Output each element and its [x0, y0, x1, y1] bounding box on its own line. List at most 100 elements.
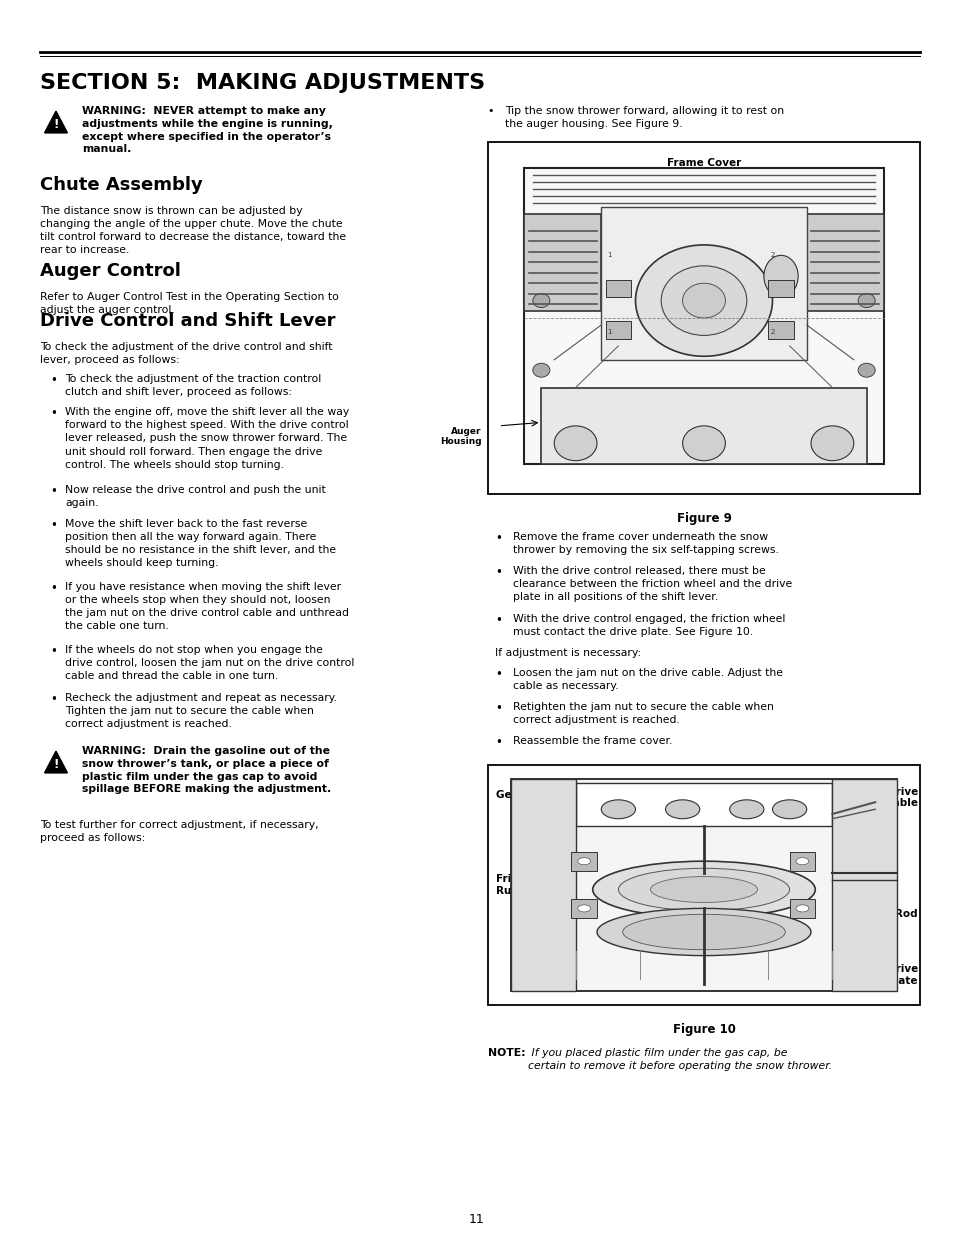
Bar — [524, 214, 600, 311]
Ellipse shape — [597, 909, 810, 956]
Bar — [806, 214, 882, 311]
Text: Pivot Rod: Pivot Rod — [861, 909, 917, 919]
Text: Frame Cover: Frame Cover — [666, 158, 740, 168]
Text: Loosen the jam nut on the drive cable. Adjust the
cable as necessary.: Loosen the jam nut on the drive cable. A… — [513, 668, 782, 692]
Circle shape — [532, 363, 549, 377]
Text: With the drive control engaged, the friction wheel
must contact the drive plate.: With the drive control engaged, the fric… — [513, 614, 784, 637]
Text: To check the adjustment of the drive control and shift
lever, proceed as follows: To check the adjustment of the drive con… — [40, 342, 333, 366]
Ellipse shape — [650, 877, 757, 903]
Text: NOTE:: NOTE: — [488, 1047, 525, 1058]
Bar — [488, 764, 919, 1005]
Bar — [605, 321, 631, 338]
Ellipse shape — [622, 914, 784, 950]
Circle shape — [554, 426, 597, 461]
Text: •: • — [50, 408, 57, 420]
Circle shape — [532, 294, 549, 308]
Text: Auger
Housing: Auger Housing — [439, 426, 481, 446]
Text: Reassemble the frame cover.: Reassemble the frame cover. — [513, 736, 672, 746]
Circle shape — [578, 857, 590, 864]
Text: WARNING:  NEVER attempt to make any
adjustments while the engine is running,
exc: WARNING: NEVER attempt to make any adjus… — [82, 106, 333, 154]
Text: •: • — [50, 485, 57, 498]
Text: •: • — [50, 374, 57, 387]
Circle shape — [635, 245, 772, 356]
Text: !: ! — [53, 758, 59, 771]
Text: Recheck the adjustment and repeat as necessary.
Tighten the jam nut to secure th: Recheck the adjustment and repeat as nec… — [65, 693, 336, 729]
Text: To test further for correct adjustment, if necessary,
proceed as follows:: To test further for correct adjustment, … — [40, 820, 318, 844]
Text: If adjustment is necessary:: If adjustment is necessary: — [495, 648, 640, 658]
Text: •: • — [495, 668, 501, 682]
Text: •: • — [495, 736, 501, 748]
Text: Chute Assembly: Chute Assembly — [40, 177, 203, 194]
Text: •: • — [495, 566, 501, 579]
Text: If you have resistance when moving the shift lever
or the wheels stop when they : If you have resistance when moving the s… — [65, 582, 349, 631]
Text: •: • — [486, 106, 493, 116]
Bar — [524, 168, 882, 464]
Text: •: • — [50, 519, 57, 531]
Bar — [832, 778, 896, 990]
Bar — [767, 279, 793, 298]
Text: Drive
Plate: Drive Plate — [886, 965, 917, 986]
Text: WARNING:  Drain the gasoline out of the
snow thrower’s tank, or place a piece of: WARNING: Drain the gasoline out of the s… — [82, 746, 331, 794]
Circle shape — [660, 266, 746, 336]
Text: 2: 2 — [769, 329, 774, 335]
Circle shape — [578, 905, 590, 911]
Text: If the wheels do not stop when you engage the
drive control, loosen the jam nut : If the wheels do not stop when you engag… — [65, 645, 354, 680]
Ellipse shape — [763, 256, 798, 298]
Bar — [540, 388, 865, 464]
Text: 1: 1 — [607, 329, 612, 335]
Text: •: • — [50, 645, 57, 657]
Text: 1: 1 — [607, 252, 612, 258]
Text: The distance snow is thrown can be adjusted by
changing the angle of the upper c: The distance snow is thrown can be adjus… — [40, 206, 346, 256]
Bar — [789, 899, 815, 918]
Text: 2: 2 — [769, 252, 774, 258]
Text: •: • — [495, 614, 501, 627]
Text: !: ! — [53, 117, 59, 131]
Text: Refer to Auger Control Test in the Operating Section to
adjust the auger control: Refer to Auger Control Test in the Opera… — [40, 291, 338, 315]
Text: Drive
Cable: Drive Cable — [884, 787, 917, 809]
Circle shape — [857, 363, 874, 377]
Circle shape — [857, 294, 874, 308]
Text: •: • — [495, 701, 501, 715]
Circle shape — [682, 426, 724, 461]
Text: Retighten the jam nut to secure the cable when
correct adjustment is reached.: Retighten the jam nut to secure the cabl… — [513, 701, 773, 725]
Bar — [488, 142, 919, 494]
Circle shape — [600, 800, 635, 819]
Text: Now release the drive control and push the unit
again.: Now release the drive control and push t… — [65, 485, 325, 509]
Text: Move the shift lever back to the fast reverse
position then all the way forward : Move the shift lever back to the fast re… — [65, 519, 335, 568]
Circle shape — [795, 857, 808, 864]
Text: With the engine off, move the shift lever all the way
forward to the highest spe: With the engine off, move the shift leve… — [65, 408, 349, 469]
Circle shape — [795, 905, 808, 911]
Bar — [571, 852, 597, 871]
Ellipse shape — [618, 868, 789, 910]
Circle shape — [665, 800, 699, 819]
Text: Drive Control and Shift Lever: Drive Control and Shift Lever — [40, 312, 335, 330]
Text: Friction Wheel
Rubber: Friction Wheel Rubber — [496, 874, 580, 895]
Bar — [575, 783, 832, 826]
Text: Figure 9: Figure 9 — [676, 513, 731, 525]
Text: •: • — [50, 693, 57, 705]
Bar — [605, 279, 631, 298]
Bar — [789, 852, 815, 871]
Text: Figure 10: Figure 10 — [672, 1023, 735, 1036]
Text: Auger Control: Auger Control — [40, 262, 181, 280]
Polygon shape — [45, 111, 68, 133]
Text: Gear Shaft: Gear Shaft — [496, 790, 558, 800]
Bar — [571, 899, 597, 918]
Text: Tip the snow thrower forward, allowing it to rest on
the auger housing. See Figu: Tip the snow thrower forward, allowing i… — [504, 106, 783, 128]
Circle shape — [729, 800, 763, 819]
Circle shape — [682, 283, 724, 317]
Bar — [511, 778, 575, 990]
Text: •: • — [50, 582, 57, 594]
Text: If you placed plastic film under the gas cap, be
certain to remove it before ope: If you placed plastic film under the gas… — [527, 1047, 831, 1071]
Text: To check the adjustment of the traction control
clutch and shift lever, proceed : To check the adjustment of the traction … — [65, 374, 321, 396]
Bar — [767, 321, 793, 338]
Circle shape — [772, 800, 806, 819]
Circle shape — [810, 426, 853, 461]
Text: SECTION 5:  MAKING ADJUSTMENTS: SECTION 5: MAKING ADJUSTMENTS — [40, 73, 485, 93]
Text: With the drive control released, there must be
clearance between the friction wh: With the drive control released, there m… — [513, 566, 791, 601]
Text: •: • — [495, 532, 501, 545]
Text: Remove the frame cover underneath the snow
thrower by removing the six self-tapp: Remove the frame cover underneath the sn… — [513, 532, 778, 555]
Bar — [600, 206, 806, 359]
Polygon shape — [45, 751, 68, 773]
Text: 11: 11 — [469, 1213, 484, 1226]
